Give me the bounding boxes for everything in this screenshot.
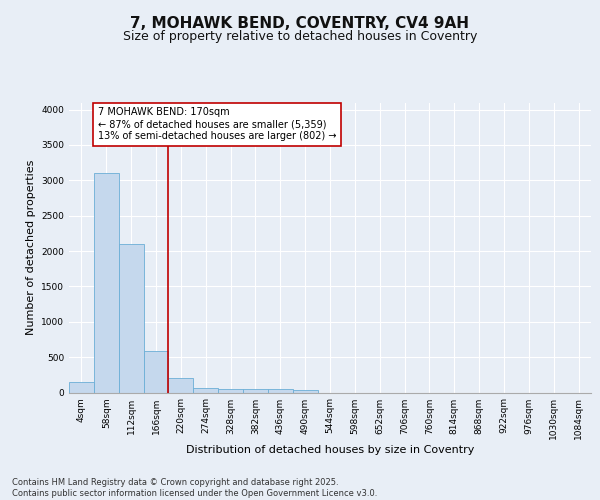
Bar [268, 390, 293, 392]
Bar [169, 378, 193, 392]
Bar [218, 388, 243, 392]
Bar [143, 352, 169, 393]
Bar [243, 390, 268, 392]
Text: Contains HM Land Registry data © Crown copyright and database right 2025.
Contai: Contains HM Land Registry data © Crown c… [12, 478, 377, 498]
Bar [69, 382, 94, 392]
Bar [119, 244, 143, 392]
X-axis label: Distribution of detached houses by size in Coventry: Distribution of detached houses by size … [186, 445, 474, 455]
Bar [193, 388, 218, 392]
Y-axis label: Number of detached properties: Number of detached properties [26, 160, 35, 335]
Text: 7, MOHAWK BEND, COVENTRY, CV4 9AH: 7, MOHAWK BEND, COVENTRY, CV4 9AH [131, 16, 470, 31]
Bar [94, 173, 119, 392]
Text: 7 MOHAWK BEND: 170sqm
← 87% of detached houses are smaller (5,359)
13% of semi-d: 7 MOHAWK BEND: 170sqm ← 87% of detached … [98, 108, 336, 140]
Text: Size of property relative to detached houses in Coventry: Size of property relative to detached ho… [123, 30, 477, 43]
Bar [293, 390, 317, 392]
